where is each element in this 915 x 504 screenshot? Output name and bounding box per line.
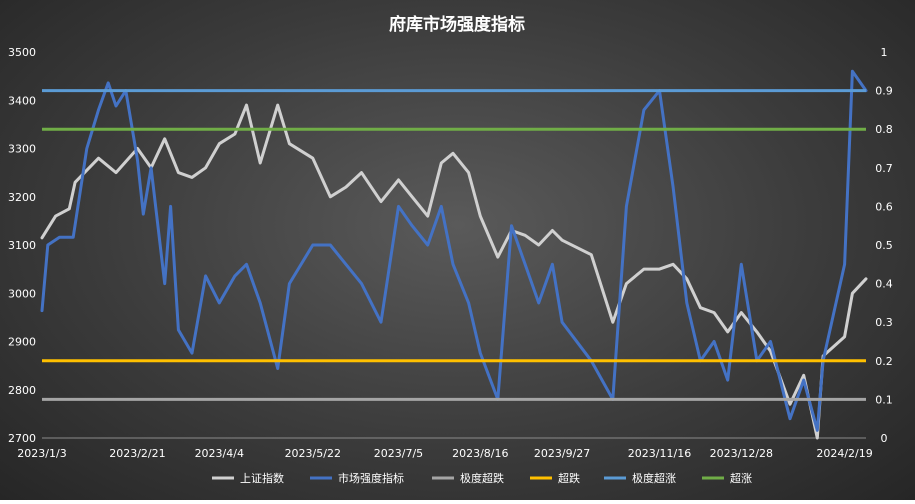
x-tick-label: 2023/7/5	[374, 447, 423, 460]
y-left-tick-label: 2700	[8, 432, 36, 445]
legend: 上证指数 市场强度指标 极度超跌 超跌 极度超涨 超涨	[212, 471, 752, 485]
x-tick-label: 2023/2/21	[109, 447, 165, 460]
y-right-tick-label: 0.7	[875, 162, 893, 175]
legend-label: 超跌	[558, 471, 580, 485]
y-right-tick-label: 0.1	[875, 393, 893, 406]
y-left-tick-label: 2900	[8, 336, 36, 349]
y-left-tick-label: 3400	[8, 94, 36, 107]
axes: 3500 3400 3300 3200 3100 3000 2900 2800 2700 1 0.9…	[8, 46, 893, 460]
x-tick-label: 2023/11/16	[628, 447, 691, 460]
legend-label: 超涨	[730, 471, 752, 485]
x-tick-label: 2023/1/3	[17, 447, 66, 460]
y-right-tick-label: 0	[881, 432, 888, 445]
x-tick-label: 2023/9/27	[534, 447, 590, 460]
series-line	[40, 69, 868, 432]
y-right-tick-label: 0.9	[875, 85, 893, 98]
y-right-tick-label: 1	[881, 46, 888, 59]
y-left-tick-label: 3100	[8, 239, 36, 252]
legend-label: 极度超涨	[632, 471, 676, 485]
series-line	[40, 103, 868, 440]
y-right-tick-label: 0.5	[875, 239, 893, 252]
legend-label: 市场强度指标	[338, 471, 404, 485]
x-tick-label: 2023/5/22	[285, 447, 341, 460]
y-right-tick-label: 0.8	[875, 123, 893, 136]
y-left-tick-label: 3200	[8, 191, 36, 204]
y-left-tick-label: 3300	[8, 143, 36, 156]
legend-label: 极度超跌	[460, 471, 504, 485]
y-right-tick-label: 0.2	[875, 355, 893, 368]
x-tick-label: 2023/4/4	[195, 447, 244, 460]
series-lines	[40, 69, 868, 440]
y-right-tick-label: 0.6	[875, 200, 893, 213]
y-left-tick-label: 2800	[8, 384, 36, 397]
y-right-tick-label: 0.4	[875, 278, 893, 291]
y-left-tick-label: 3500	[8, 46, 36, 59]
x-tick-label: 2024/2/19	[816, 447, 872, 460]
chart-title: 府库市场强度指标	[389, 14, 525, 35]
x-tick-label: 2023/8/16	[452, 447, 508, 460]
x-tick-label: 2023/12/28	[710, 447, 773, 460]
legend-label: 上证指数	[240, 471, 284, 485]
y-right-tick-label: 0.3	[875, 316, 893, 329]
y-left-tick-label: 3000	[8, 287, 36, 300]
